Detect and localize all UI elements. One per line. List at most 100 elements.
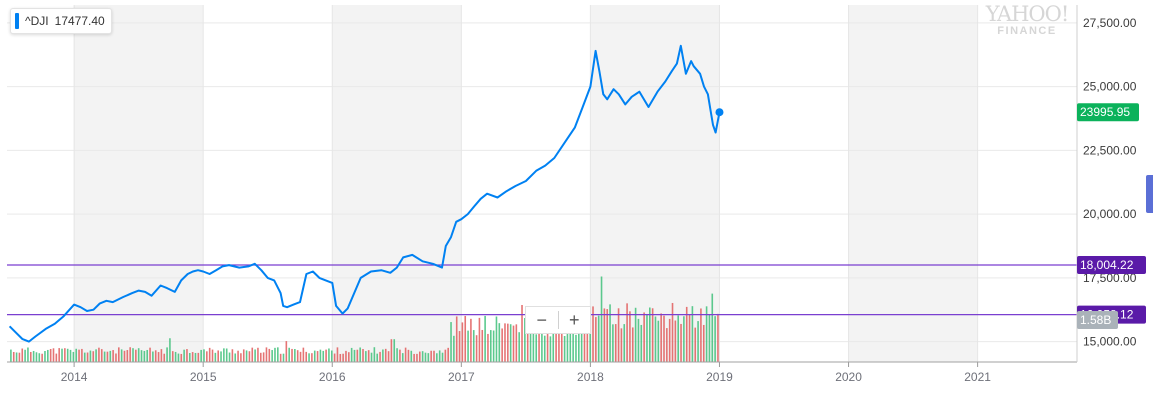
volume-bar <box>41 353 43 362</box>
volume-bar <box>526 323 529 362</box>
volume-bar <box>589 333 591 362</box>
volume-bar <box>288 347 290 362</box>
volume-bar <box>552 320 555 362</box>
volume-bar <box>404 347 407 362</box>
legend-swatch <box>15 13 19 29</box>
volume-bar <box>447 347 449 362</box>
volume-bar <box>157 352 160 362</box>
volume-bar <box>228 352 231 362</box>
volume-bar <box>640 324 643 362</box>
volume-bar <box>467 330 469 362</box>
volume-bar <box>200 349 202 362</box>
volume-bar <box>257 347 259 362</box>
volume-bar <box>171 351 174 362</box>
volume-bar <box>75 348 78 362</box>
volume-bar <box>242 349 245 362</box>
volume-bar <box>152 351 154 362</box>
volume-bar <box>66 348 69 362</box>
side-panel-tab[interactable] <box>1146 175 1153 213</box>
volume-bar <box>38 353 41 362</box>
volume-bar <box>55 353 58 362</box>
volume-bar <box>370 352 373 362</box>
volume-bar <box>72 351 75 362</box>
volume-bar <box>413 353 415 362</box>
volume-bar <box>560 324 563 362</box>
volume-bar <box>464 315 467 362</box>
volume-bar <box>58 348 60 362</box>
volume-bar <box>342 353 344 362</box>
volume-bar <box>259 352 262 362</box>
volume-bar <box>186 349 188 362</box>
volume-bar <box>521 305 523 362</box>
volume-bar <box>541 320 543 362</box>
volume-bar <box>106 351 109 362</box>
volume-bar <box>384 348 387 362</box>
zoom-controls: − + <box>525 306 591 334</box>
volume-bar <box>416 353 418 362</box>
volume-bar <box>313 350 316 362</box>
year-band-2014 <box>74 5 204 362</box>
volume-bar <box>365 351 367 362</box>
volume-bar <box>211 349 214 362</box>
year-band-2020 <box>848 5 978 362</box>
zoom-in-button[interactable]: + <box>568 309 580 330</box>
volume-bar <box>629 311 631 362</box>
volume-bar <box>382 349 384 362</box>
volume-bar <box>666 328 668 362</box>
volume-bar <box>694 327 697 362</box>
volume-bar <box>558 316 560 362</box>
volume-bar <box>433 350 435 362</box>
volume-bar <box>336 347 339 362</box>
volume-bar <box>649 307 651 362</box>
volume-bar <box>32 350 35 362</box>
volume-bar <box>654 316 657 362</box>
volume-bar <box>299 351 302 362</box>
volume-bar <box>441 352 444 362</box>
volume-bar <box>322 350 325 362</box>
volume-bar <box>245 350 248 362</box>
volume-bar <box>563 336 566 362</box>
volume-bar <box>609 304 611 362</box>
volume-bar <box>220 351 222 362</box>
volume-bar <box>546 317 549 362</box>
volume-bar <box>504 323 506 362</box>
volume-bar <box>700 308 702 362</box>
volume-bar <box>680 323 682 362</box>
x-tick-label-5: 2019 <box>706 370 733 384</box>
y-tick-label-5: 15,000.00 <box>1083 335 1137 349</box>
volume-bar <box>203 349 205 362</box>
volume-bar <box>12 351 15 362</box>
volume-bar <box>18 352 21 362</box>
volume-bar <box>455 316 458 362</box>
volume-bar <box>217 350 219 362</box>
volume-bar <box>617 308 620 362</box>
volume-bar <box>69 349 72 362</box>
volume-bar <box>262 352 265 362</box>
volume-bar <box>566 318 569 362</box>
volume-bar <box>543 335 546 362</box>
volume-bar <box>61 348 63 362</box>
volume-bar <box>450 322 452 362</box>
volume-bar <box>316 351 319 362</box>
volume-bar <box>438 350 441 362</box>
series-legend[interactable]: ^DJI 17477.40 <box>10 8 112 34</box>
volume-bar <box>330 350 333 362</box>
volume-bar <box>595 317 597 362</box>
volume-bar <box>231 349 234 362</box>
volume-bar <box>507 323 509 362</box>
volume-bar <box>132 348 134 362</box>
volume-tag-bg <box>1077 311 1118 329</box>
zoom-out-button[interactable]: − <box>536 309 547 330</box>
volume-bar <box>603 308 606 362</box>
volume-bar <box>166 347 168 362</box>
volume-bar <box>64 348 66 362</box>
volume-bar <box>484 315 486 362</box>
volume-tag: 1.58B <box>1077 311 1118 329</box>
volume-bar <box>458 331 461 362</box>
volume-bar <box>277 347 279 362</box>
volume-bar <box>129 347 131 362</box>
volume-bar <box>296 350 299 362</box>
volume-bar <box>623 324 626 362</box>
last-price-dot <box>715 108 724 117</box>
